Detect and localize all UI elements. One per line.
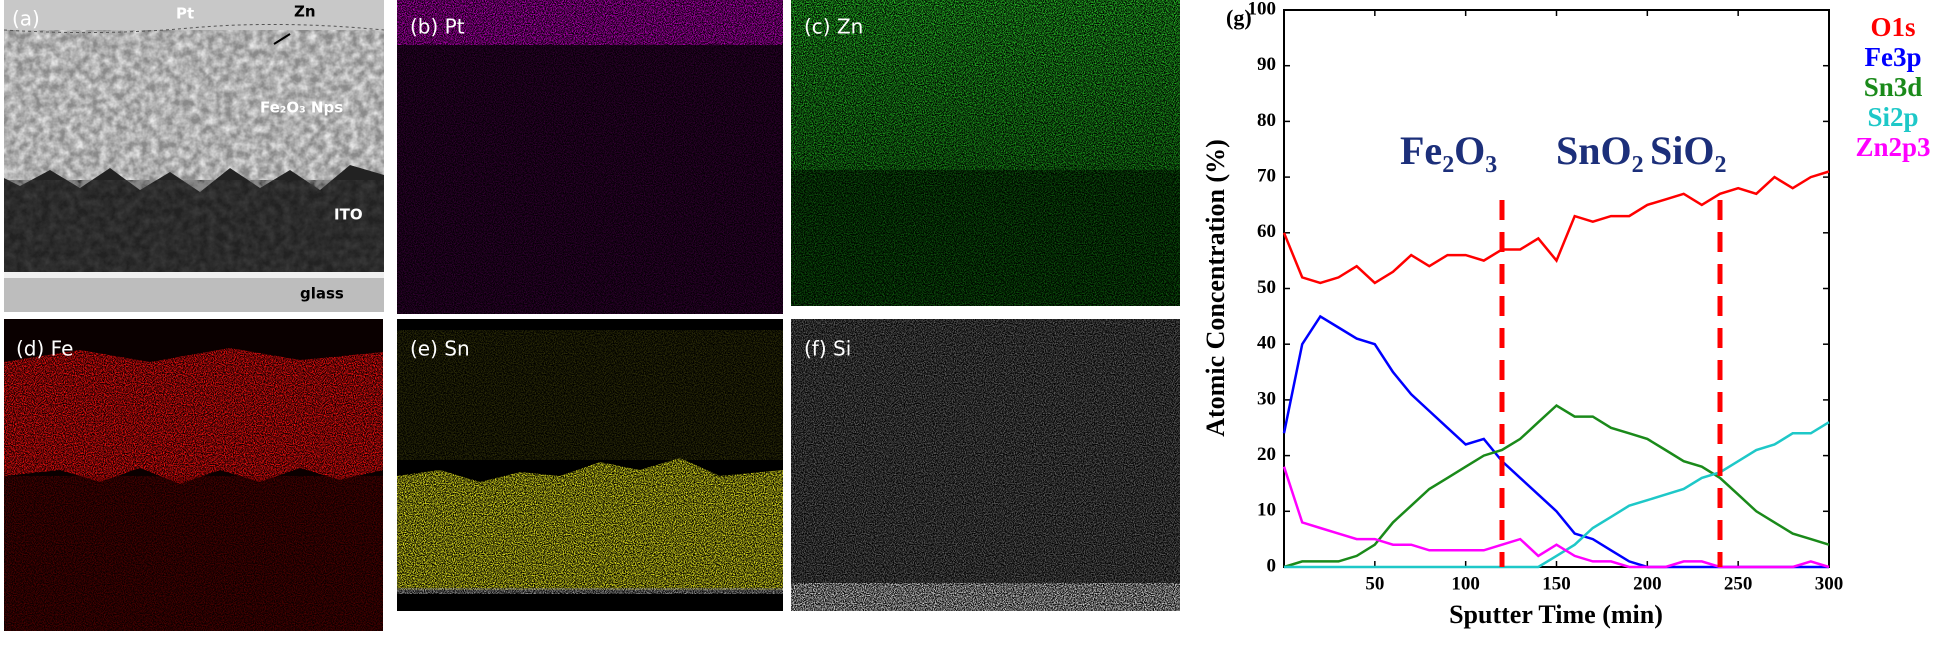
series-line [1282, 466, 1830, 569]
panel-d: (d) Fe [4, 319, 383, 631]
series-line [1284, 421, 1830, 569]
series-line [1282, 314, 1829, 569]
panel-c: (c) Zn [791, 0, 1180, 306]
series-line [1282, 170, 1830, 285]
layer-label: Pt [176, 5, 194, 23]
x-tick-label: 300 [1815, 573, 1844, 594]
layer-label: Zn [294, 3, 316, 21]
legend-entry: Si2p [1867, 102, 1918, 132]
panel-label: (g) [1226, 5, 1252, 30]
y-tick-label: 70 [1257, 165, 1276, 186]
panel-label: (b) Pt [410, 15, 465, 39]
region-label: Fe₂O₃ [1400, 128, 1497, 173]
panel-a: (a) Pt Zn Fe₂O₃ Nps ITO glass [3, 0, 385, 312]
y-tick-label: 0 [1267, 555, 1277, 576]
legend-entry: O1s [1870, 12, 1915, 42]
y-tick-label: 40 [1257, 333, 1276, 354]
layer-label: ITO [334, 206, 363, 224]
panel-label: (e) Sn [410, 337, 470, 361]
y-tick-label: 80 [1257, 110, 1276, 131]
panel-label: (f) Si [804, 337, 851, 361]
x-tick-label: 250 [1724, 573, 1753, 594]
chart: (g) Sputter Time (min) Atomic Concentrat… [1201, 0, 1931, 629]
panel-label: (a) [12, 7, 40, 31]
panel-e: (e) Sn [397, 319, 783, 611]
legend-entry: Sn3d [1864, 72, 1923, 102]
y-tick-label: 100 [1248, 0, 1277, 19]
x-tick-label: 50 [1365, 573, 1384, 594]
x-axis-label: Sputter Time (min) [1449, 600, 1663, 629]
series-line [1283, 403, 1830, 569]
x-tick-label: 150 [1542, 573, 1571, 594]
plot-frame [1283, 9, 1830, 568]
panel-b: (b) Pt [397, 0, 783, 314]
legend-entry: Fe3p [1865, 42, 1922, 72]
y-axis-label: Atomic Concentration (%) [1201, 139, 1230, 437]
panel-label: (d) Fe [16, 337, 73, 361]
y-tick-label: 90 [1257, 54, 1276, 75]
region-label: SnO₂ [1556, 128, 1644, 173]
x-tick-label: 200 [1633, 573, 1662, 594]
y-tick-label: 50 [1257, 277, 1276, 298]
layer-label: glass [300, 285, 344, 303]
y-tick-label: 60 [1257, 221, 1276, 242]
y-tick-label: 30 [1257, 388, 1276, 409]
x-tick-label: 100 [1451, 573, 1480, 594]
panel-f: (f) Si [791, 319, 1180, 611]
layer-label: Fe₂O₃ Nps [260, 99, 343, 117]
panel-label: (c) Zn [804, 15, 863, 39]
legend-entry: Zn2p3 [1855, 132, 1930, 162]
region-label: SiO₂ [1650, 128, 1726, 173]
y-tick-label: 20 [1257, 444, 1276, 465]
y-tick-label: 10 [1257, 500, 1276, 521]
